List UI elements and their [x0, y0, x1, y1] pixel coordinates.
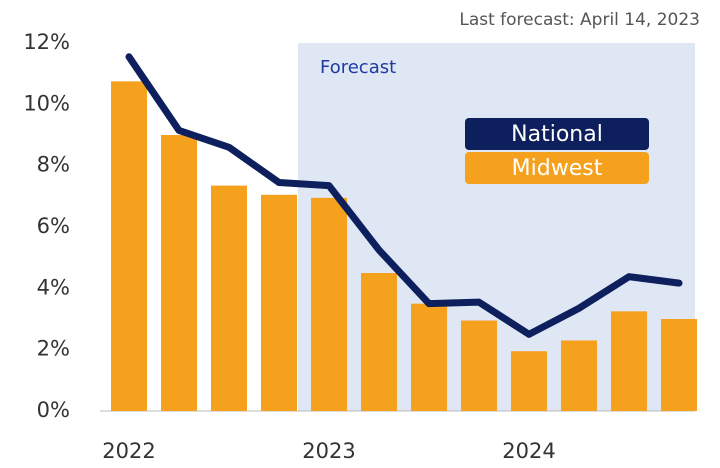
- bar: [561, 340, 597, 411]
- bar: [211, 185, 247, 411]
- x-tick-label: 2022: [102, 439, 155, 463]
- bar: [461, 320, 497, 411]
- chart-subtitle: Last forecast: April 14, 2023: [459, 10, 700, 30]
- legend-swatch: [465, 118, 649, 150]
- y-tick-label: 4%: [37, 275, 70, 299]
- y-tick-label: 12%: [23, 30, 70, 54]
- y-tick-label: 0%: [37, 398, 70, 422]
- y-tick-label: 10%: [23, 91, 70, 115]
- bar: [261, 194, 297, 411]
- bar: [111, 81, 147, 411]
- forecast-label: Forecast: [320, 57, 396, 78]
- bar: [361, 273, 397, 411]
- legend-swatch: [465, 152, 649, 184]
- line: [125, 53, 683, 338]
- y-tick-label: 6%: [37, 214, 70, 238]
- legend-label: National: [511, 122, 603, 147]
- bar: [661, 319, 697, 411]
- x-tick-label: 2024: [502, 439, 555, 463]
- bar: [611, 311, 647, 411]
- y-tick-label: 2%: [37, 337, 70, 361]
- legend-label: Midwest: [512, 156, 603, 181]
- bar: [411, 303, 447, 411]
- bar: [311, 197, 347, 411]
- x-tick-label: 2023: [302, 439, 355, 463]
- bar: [511, 351, 547, 411]
- y-tick-label: 8%: [37, 153, 70, 177]
- bar: [161, 135, 197, 411]
